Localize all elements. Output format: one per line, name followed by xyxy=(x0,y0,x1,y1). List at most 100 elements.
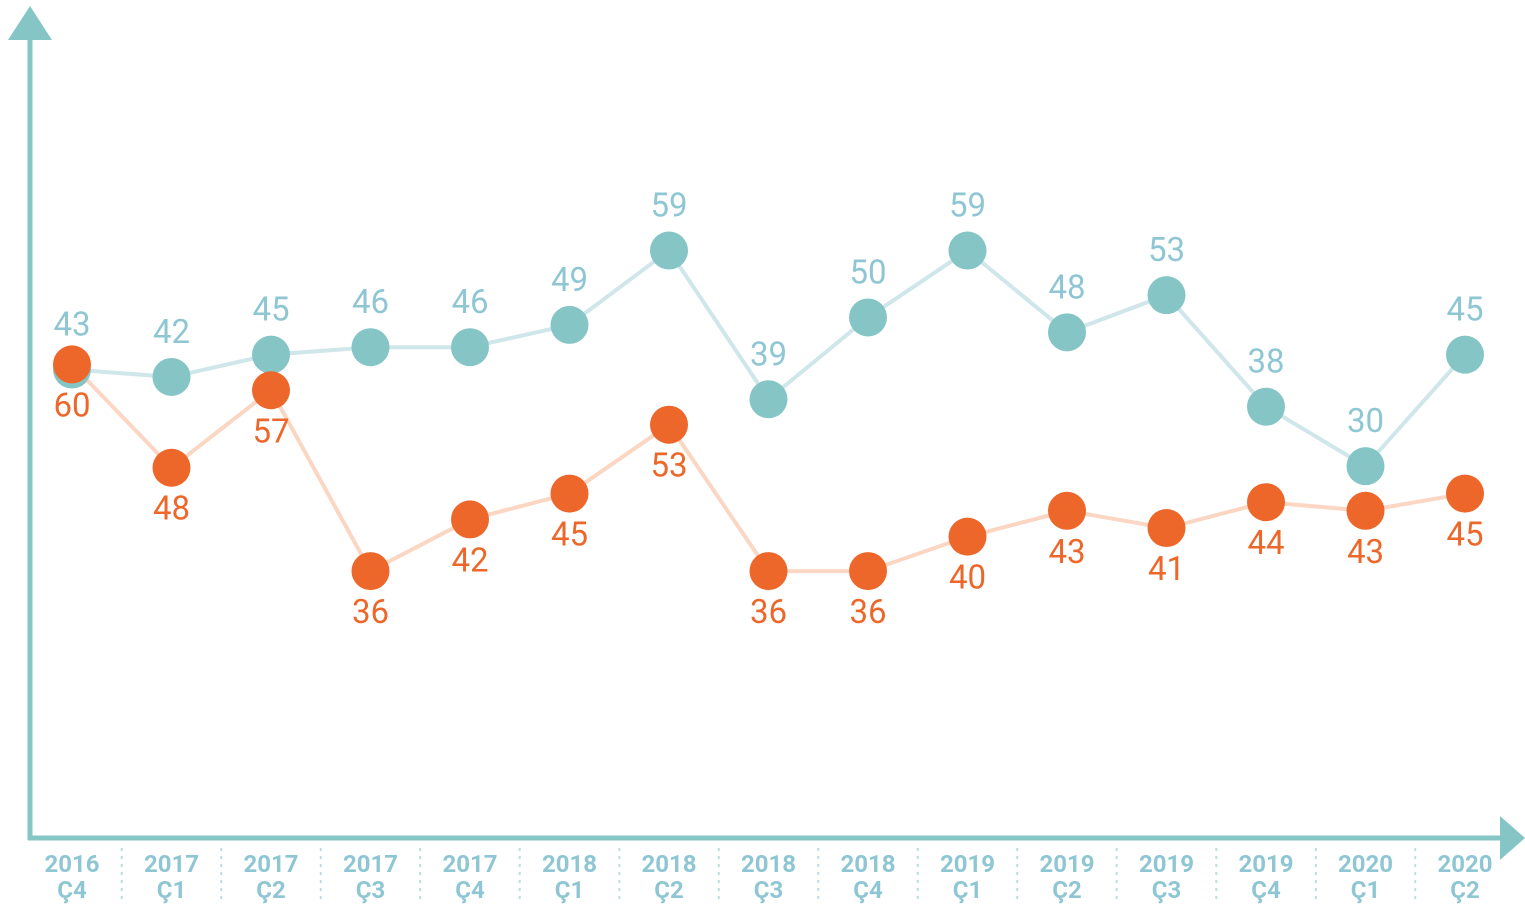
point xyxy=(351,328,390,367)
value-label: 30 xyxy=(1347,402,1384,441)
value-label: 48 xyxy=(1048,268,1085,307)
value-label: 36 xyxy=(750,593,787,632)
x-tick-label: 2018 Ç2 xyxy=(641,850,696,904)
x-tick-year: 2018 xyxy=(641,850,696,878)
point xyxy=(351,552,390,591)
x-tick-year: 2019 xyxy=(1139,850,1194,878)
value-label: 50 xyxy=(849,253,886,292)
x-tick-year: 2017 xyxy=(144,850,199,878)
x-tick-quarter: Ç4 xyxy=(57,876,87,904)
point xyxy=(1346,491,1385,530)
x-tick-quarter: Ç3 xyxy=(754,876,783,904)
x-tick-quarter: Ç1 xyxy=(555,876,584,904)
value-label: 45 xyxy=(1446,516,1483,555)
point xyxy=(252,371,290,410)
point xyxy=(252,335,290,374)
point xyxy=(1147,509,1186,548)
x-axis-arrow xyxy=(1500,816,1525,860)
point xyxy=(749,552,788,591)
x-tick-quarter: Ç1 xyxy=(157,876,186,904)
x-tick-quarter: Ç3 xyxy=(356,876,385,904)
x-tick-label: 2017 Ç4 xyxy=(442,850,497,904)
value-label: 53 xyxy=(650,447,687,486)
value-label: 39 xyxy=(750,335,787,374)
point xyxy=(1346,447,1385,486)
point xyxy=(650,405,688,444)
x-tick-year: 2018 xyxy=(840,850,895,878)
x-tick-label: 2016 Ç4 xyxy=(44,850,99,904)
x-tick-quarter: Ç4 xyxy=(853,876,883,904)
point xyxy=(1247,483,1285,522)
point xyxy=(948,231,987,270)
x-tick-year: 2017 xyxy=(243,850,298,878)
x-tick-label: 2019 Ç1 xyxy=(940,850,995,904)
y-axis-arrow xyxy=(8,6,52,40)
point xyxy=(152,448,191,487)
point xyxy=(1048,491,1086,530)
point xyxy=(1247,387,1285,426)
value-label: 36 xyxy=(352,593,389,632)
value-label: 46 xyxy=(451,283,488,322)
point xyxy=(1147,276,1186,315)
x-tick-year: 2016 xyxy=(44,850,99,878)
x-tick-year: 2018 xyxy=(542,850,597,878)
point xyxy=(849,552,887,591)
value-label: 41 xyxy=(1148,550,1185,589)
x-tick-quarter: Ç2 xyxy=(256,876,285,904)
x-tick-year: 2017 xyxy=(442,850,497,878)
point xyxy=(948,517,987,556)
value-label: 46 xyxy=(352,283,389,322)
value-label: 60 xyxy=(53,386,90,425)
x-tick-year: 2017 xyxy=(343,850,398,878)
value-label: 36 xyxy=(849,593,886,632)
x-tick-quarter: Ç1 xyxy=(953,876,982,904)
x-tick-quarter: Ç4 xyxy=(455,876,485,904)
value-label: 43 xyxy=(1048,533,1085,572)
x-tick-year: 2018 xyxy=(741,850,796,878)
x-tick-label: 2019 Ç2 xyxy=(1039,850,1094,904)
value-label: 59 xyxy=(650,187,687,226)
value-label: 43 xyxy=(53,306,90,345)
x-tick-label: 2017 Ç1 xyxy=(144,850,199,904)
x-tick-year: 2019 xyxy=(1238,850,1293,878)
point xyxy=(451,500,489,539)
point xyxy=(550,474,589,513)
value-label: 53 xyxy=(1148,231,1185,270)
value-label: 48 xyxy=(153,490,190,529)
value-label: 44 xyxy=(1247,524,1284,563)
x-tick-quarter: Ç2 xyxy=(1450,876,1479,904)
value-label: 40 xyxy=(949,559,986,598)
point xyxy=(650,231,688,270)
point xyxy=(849,298,887,337)
x-tick-label: 2020 Ç1 xyxy=(1338,850,1393,904)
point xyxy=(1446,474,1484,513)
value-label: 49 xyxy=(551,261,588,300)
x-tick-label: 2018 Ç3 xyxy=(741,850,796,904)
x-tick-label: 2017 Ç3 xyxy=(343,850,398,904)
value-label: 42 xyxy=(451,541,488,580)
point xyxy=(550,305,589,344)
point xyxy=(1048,313,1086,352)
value-label: 57 xyxy=(252,412,289,451)
x-tick-label: 2019 Ç4 xyxy=(1238,850,1293,904)
value-label: 38 xyxy=(1247,343,1284,382)
point xyxy=(1446,335,1484,374)
point xyxy=(451,328,489,367)
x-tick-quarter: Ç2 xyxy=(1052,876,1081,904)
point xyxy=(749,380,788,419)
point xyxy=(152,357,191,396)
x-tick-year: 2019 xyxy=(1039,850,1094,878)
x-tick-label: 2017 Ç2 xyxy=(243,850,298,904)
x-tick-label: 2020 Ç2 xyxy=(1437,850,1492,904)
value-label: 45 xyxy=(252,291,289,330)
point xyxy=(53,345,91,384)
x-tick-label: 2018 Ç4 xyxy=(840,850,895,904)
value-label: 45 xyxy=(1446,291,1483,330)
x-tick-quarter: Ç2 xyxy=(654,876,683,904)
x-tick-quarter: Ç1 xyxy=(1351,876,1380,904)
x-tick-quarter: Ç3 xyxy=(1152,876,1181,904)
value-label: 43 xyxy=(1347,533,1384,572)
x-tick-year: 2020 xyxy=(1338,850,1393,878)
value-label: 42 xyxy=(153,313,190,352)
